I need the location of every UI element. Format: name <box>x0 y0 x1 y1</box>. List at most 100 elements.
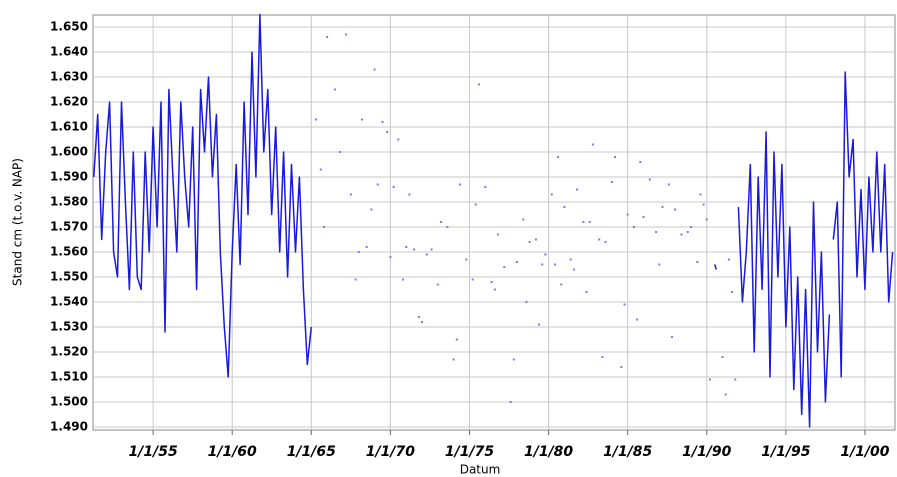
data-point <box>648 178 651 181</box>
y-tick-label: 1.580 <box>50 195 88 209</box>
data-point <box>598 238 601 241</box>
y-tick-label: 1.630 <box>50 70 88 84</box>
data-point <box>585 291 588 293</box>
data-point <box>397 138 400 141</box>
data-point <box>413 248 416 251</box>
data-point <box>689 226 692 228</box>
data-point <box>334 88 337 91</box>
data-point <box>569 258 572 261</box>
data-point <box>386 131 389 133</box>
x-tick-label: 1/1/80 <box>524 444 573 460</box>
data-point <box>360 118 363 121</box>
data-point <box>345 33 348 36</box>
data-point <box>642 216 645 218</box>
data-point <box>365 246 368 248</box>
data-point <box>477 83 480 86</box>
data-point <box>680 233 683 236</box>
data-point <box>408 193 411 196</box>
data-point <box>550 193 553 196</box>
x-tick-label: 1/1/70 <box>366 444 415 460</box>
y-tick-label: 1.530 <box>50 320 88 334</box>
x-tick-label: 1/1/90 <box>682 444 731 460</box>
data-point <box>452 358 455 361</box>
data-point <box>528 241 531 243</box>
data-point <box>425 253 428 256</box>
x-tick-label: 1/1/00 <box>840 444 889 460</box>
data-point <box>436 283 439 286</box>
data-point <box>490 281 493 283</box>
data-point <box>572 268 575 271</box>
data-point <box>670 336 673 338</box>
data-point <box>402 278 405 281</box>
data-point <box>553 263 556 266</box>
data-point <box>639 161 642 163</box>
y-tick-label: 1.600 <box>50 145 88 159</box>
y-tick-label: 1.500 <box>50 395 88 409</box>
data-point <box>588 221 591 223</box>
data-point <box>727 258 730 261</box>
data-point <box>667 183 670 186</box>
data-point <box>322 226 325 228</box>
data-point <box>699 193 702 196</box>
data-point <box>724 393 727 396</box>
data-point <box>405 246 408 248</box>
data-point <box>721 356 724 358</box>
data-point <box>655 231 658 233</box>
x-axis-label: Datum <box>460 463 501 477</box>
x-tick-label: 1/1/55 <box>129 444 178 460</box>
data-point <box>636 318 639 321</box>
x-tick-label: 1/1/60 <box>208 444 257 460</box>
data-point <box>674 208 677 211</box>
data-point <box>601 356 604 358</box>
data-point <box>446 226 449 228</box>
x-tick-label: 1/1/95 <box>761 444 810 460</box>
data-point <box>686 231 689 233</box>
data-point <box>658 263 661 266</box>
y-tick-label: 1.490 <box>50 420 88 434</box>
data-point <box>705 218 708 221</box>
data-point <box>582 221 585 223</box>
data-point <box>465 258 468 261</box>
data-point <box>421 321 424 323</box>
data-point <box>576 188 579 191</box>
data-point <box>696 261 699 263</box>
data-point <box>471 278 474 281</box>
data-point <box>544 253 547 256</box>
data-point <box>326 36 329 38</box>
data-point <box>626 213 629 216</box>
data-point <box>560 283 563 286</box>
y-tick-label: 1.520 <box>50 345 88 359</box>
data-point <box>620 366 623 368</box>
data-point <box>354 278 357 281</box>
y-tick-label: 1.510 <box>50 370 88 384</box>
data-point <box>357 251 360 253</box>
data-point <box>381 121 384 123</box>
x-tick-label: 1/1/75 <box>445 444 494 460</box>
data-point <box>349 193 352 196</box>
data-line <box>93 13 894 428</box>
data-point <box>474 203 477 206</box>
data-point <box>522 218 525 221</box>
data-point <box>509 401 512 403</box>
data-point <box>338 151 341 153</box>
data-point <box>623 303 626 306</box>
data-point <box>319 168 322 171</box>
data-point <box>661 206 664 208</box>
y-tick-label: 1.620 <box>50 95 88 109</box>
y-tick-label: 1.590 <box>50 170 88 184</box>
data-point <box>440 221 443 223</box>
data-point <box>708 378 711 381</box>
data-point <box>430 248 433 251</box>
y-tick-label: 1.610 <box>50 120 88 134</box>
data-point <box>455 338 458 341</box>
y-tick-label: 1.550 <box>50 270 88 284</box>
data-point <box>632 226 635 228</box>
data-point <box>734 378 737 381</box>
data-point <box>512 358 515 361</box>
data-point <box>315 118 318 121</box>
data-point <box>614 156 617 158</box>
data-point <box>731 291 734 293</box>
y-tick-label: 1.560 <box>50 245 88 259</box>
y-axis-label: Stand cm (t.o.v. NAP) <box>11 158 25 286</box>
data-point <box>534 238 537 241</box>
